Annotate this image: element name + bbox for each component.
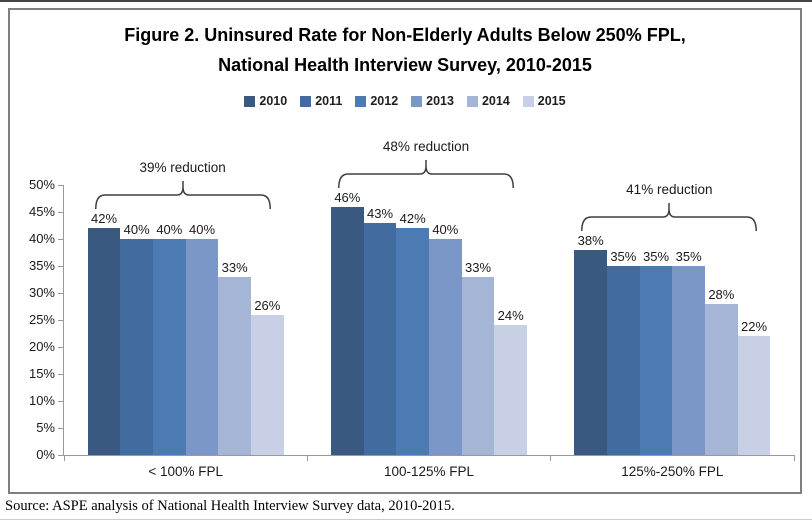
legend-label: 2010	[259, 94, 288, 108]
y-axis-tick-label: 0%	[36, 447, 55, 462]
bar-2015-2	[494, 325, 527, 455]
y-axis-tick-label: 15%	[28, 366, 55, 381]
x-axis-category-label: 125%-250% FPL	[621, 464, 724, 479]
y-axis-tick-mark	[58, 427, 63, 429]
y-axis-tick-label: 10%	[28, 393, 55, 408]
y-axis-tick-label: 40%	[28, 231, 55, 246]
chart-title-line2: National Health Interview Survey, 2010-2…	[218, 55, 592, 75]
x-axis-tick-mark	[63, 455, 65, 461]
legend-swatch-icon	[522, 95, 534, 107]
bar-2014-3	[705, 303, 738, 455]
y-axis-tick-mark	[58, 238, 63, 240]
y-axis-tick-label: 20%	[28, 339, 55, 354]
y-axis-tick-label: 35%	[28, 258, 55, 273]
bar-2011-3	[607, 266, 640, 455]
bar-value-label: 43%	[366, 205, 394, 221]
reduction-bracket	[581, 202, 758, 231]
bar-2011-2	[363, 222, 397, 455]
y-axis-tick-mark	[58, 265, 63, 267]
y-axis-tick-label: 30%	[28, 285, 55, 300]
bar-2013-3	[672, 266, 705, 455]
legend-item-2014: 2014	[466, 94, 510, 108]
bar-value-label: 35%	[675, 249, 702, 264]
y-axis-tick-label: 45%	[28, 204, 55, 219]
bar-2010-3	[574, 249, 607, 455]
legend-swatch-icon	[244, 95, 256, 107]
legend-label: 2014	[481, 94, 510, 108]
figure-frame: Figure 2. Uninsured Rate for Non-Elderly…	[8, 8, 802, 494]
bar-2011-1	[120, 239, 153, 455]
y-axis-tick-mark	[58, 184, 63, 186]
source-note: Source: ASPE analysis of National Health…	[5, 498, 455, 514]
bar-value-label: 40%	[432, 222, 459, 237]
bar-value-label: 40%	[123, 222, 150, 237]
reduction-bracket	[94, 181, 271, 210]
bar-2010-2	[331, 206, 364, 455]
y-axis-tick-mark	[58, 373, 63, 375]
bar-value-label: 38%	[577, 232, 604, 248]
bar-2014-2	[461, 276, 495, 455]
bar-value-label: 28%	[708, 286, 735, 302]
bar-2012-1	[153, 239, 186, 455]
legend-label: 2011	[315, 94, 343, 108]
y-axis-tick-mark	[58, 454, 63, 456]
x-axis-tick-mark	[793, 455, 795, 461]
bar-2014-1	[218, 276, 251, 455]
legend-label: 2015	[537, 94, 566, 108]
bar-2010-1	[87, 228, 121, 455]
bar-value-label: 24%	[497, 308, 524, 324]
y-axis-tick-mark	[58, 211, 63, 213]
bar-value-label: 33%	[464, 259, 492, 275]
reduction-annotation-label: 41% reduction	[626, 181, 713, 197]
x-axis-tick-mark	[550, 455, 552, 461]
bar-value-label: 35%	[642, 249, 670, 264]
y-axis-tick-mark	[58, 319, 63, 321]
bar-2012-2	[396, 228, 429, 455]
chart-title: Figure 2. Uninsured Rate for Non-Elderly…	[10, 20, 800, 80]
y-axis-tick-label: 25%	[28, 312, 55, 327]
y-axis-tick-mark	[58, 400, 63, 402]
bar-value-label: 26%	[254, 297, 281, 313]
bar-2015-1	[251, 314, 284, 455]
chart-title-line1: Figure 2. Uninsured Rate for Non-Elderly…	[124, 25, 686, 45]
bar-value-label: 46%	[334, 189, 361, 205]
window-top-edge	[0, 0, 812, 2]
y-axis-tick-mark	[58, 346, 63, 348]
legend-item-2015: 2015	[522, 94, 566, 108]
reduction-annotation-label: 39% reduction	[139, 160, 226, 176]
legend-swatch-icon	[466, 95, 478, 107]
legend-item-2013: 2013	[411, 94, 454, 108]
bar-value-label: 40%	[188, 222, 216, 237]
bar-value-label: 40%	[156, 222, 183, 237]
legend-swatch-icon	[411, 95, 423, 107]
plot-area: 0% 5% 10% 15% 20% 25% 30% 35% 40% 45% 50% 42% 40% 40%…	[29, 139, 795, 479]
x-axis-category-label: 100-125% FPL	[383, 464, 475, 479]
legend-label: 2012	[370, 94, 399, 108]
legend-item-2012: 2012	[355, 94, 398, 108]
y-axis-tick-label: 50%	[28, 177, 55, 192]
reduction-bracket	[338, 159, 514, 188]
x-axis-tick-mark	[306, 455, 308, 461]
y-axis-tick-label: 5%	[36, 420, 55, 435]
bar-2012-3	[639, 266, 673, 455]
legend-label: 2013	[426, 94, 454, 108]
legend-swatch-icon	[300, 95, 312, 107]
legend-item-2011: 2011	[300, 94, 342, 108]
bar-2013-1	[185, 239, 219, 455]
reduction-annotation-label: 48% reduction	[382, 138, 470, 154]
legend-swatch-icon	[355, 95, 367, 107]
legend-item-2010: 2010	[244, 94, 287, 108]
bar-value-label: 33%	[221, 259, 248, 275]
bar-2015-3	[737, 336, 771, 455]
bar-value-label: 35%	[610, 249, 637, 264]
bar-value-label: 22%	[740, 319, 768, 335]
x-axis-category-label: < 100% FPL	[148, 464, 223, 479]
y-axis-tick-mark	[58, 292, 63, 294]
legend: 2010 2011 2012 2013 2014 2015	[10, 94, 800, 108]
bar-2013-2	[429, 239, 462, 455]
bar-value-label: 42%	[399, 211, 426, 227]
bar-value-label: 42%	[90, 211, 118, 227]
